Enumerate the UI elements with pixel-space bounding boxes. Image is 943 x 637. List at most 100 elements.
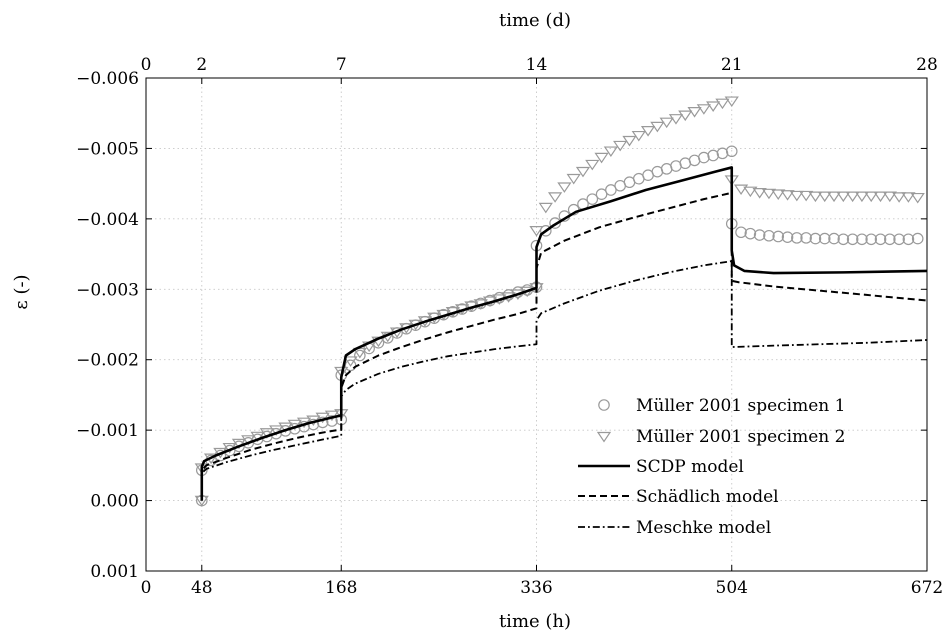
data-point-specimen-2 [668,114,684,125]
legend-label-scdp-model: SCDP model [636,457,744,477]
series-0 [195,145,924,507]
x-tick-label: 336 [520,578,552,598]
data-point-specimen-2 [231,438,247,450]
data-point-specimen-2 [269,425,284,436]
data-point-specimen-2 [278,422,293,434]
x-tick-label: 0 [141,578,152,598]
x-axis-title: time (h) [499,611,571,632]
series-line-dashed [200,191,928,501]
x-tick-label: 48 [191,578,213,598]
data-point-specimen-1 [707,149,719,162]
data-point-specimen-1 [698,151,710,164]
data-point-specimen-2 [343,356,358,367]
data-point-specimen-2 [547,192,563,203]
data-point-specimen-1 [902,233,915,246]
legend-entry-specimen-1: Müller 2001 specimen 1 [598,396,845,416]
data-point-specimen-1 [716,147,729,160]
legend-symbol-specimen-2 [596,431,612,443]
data-point-specimen-2 [585,159,600,171]
data-point-specimen-2 [259,428,274,439]
data-point-specimen-1 [911,232,924,245]
data-point-specimen-2 [566,173,581,185]
data-point-specimen-2 [799,190,814,202]
data-point-specimen-2 [808,191,823,203]
data-point-specimen-1 [791,232,803,244]
data-point-specimen-2 [603,146,619,158]
data-point-specimen-1 [586,193,599,205]
data-point-specimen-1 [809,232,822,245]
data-point-specimen-1 [326,415,338,427]
data-point-specimen-1 [763,229,775,242]
data-point-specimen-2 [696,104,711,115]
y-tick-label: −0.004 [76,210,139,230]
data-point-specimen-2 [241,435,256,446]
legend: Müller 2001 specimen 1 Müller 2001 speci… [578,396,845,538]
legend-symbol-specimen-1 [598,399,610,411]
data-point-specimen-1 [772,230,785,243]
data-point-specimen-2 [557,182,572,193]
data-point-specimen-1 [595,188,608,201]
data-point-specimen-2 [743,186,758,198]
data-point-specimen-2 [529,226,544,237]
x2-tick-label: 2 [196,55,207,75]
data-point-specimen-1 [344,359,357,372]
data-point-specimen-1 [865,233,878,246]
tick-labels: 0 2 7 14 21 28 −0.006 −0.005 −0.004 −0.003 −0.002 −… [76,55,943,598]
legend-entry-specimen-2: Müller 2001 specimen 2 [596,427,845,447]
data-point-specimen-1 [735,226,747,239]
legend-entry-meschke-model: Meschke model [578,518,771,538]
data-point-specimen-2 [575,166,591,178]
series-line-dash-dot [200,260,928,501]
y-tick-label: −0.005 [76,139,139,159]
data-point-specimen-1 [753,229,766,241]
x2-tick-label: 0 [141,55,152,75]
data-point-specimen-1 [539,225,552,237]
y-tick-label: −0.003 [76,280,139,300]
data-point-specimen-2 [752,188,767,199]
legend-label-specimen-2: Müller 2001 specimen 2 [636,427,845,447]
series-layer [194,96,928,507]
data-point-specimen-2 [594,152,609,164]
y-tick-label: −0.002 [76,351,139,371]
data-point-specimen-2 [287,419,302,431]
data-point-specimen-2 [622,135,637,147]
data-point-specimen-1 [837,233,850,246]
y-axis-title: ε (-) [11,274,32,309]
data-point-specimen-2 [901,192,916,203]
data-point-specimen-2 [631,130,646,142]
series-4 [200,260,928,501]
x2-tick-label: 21 [721,55,743,75]
data-point-specimen-2 [250,431,265,443]
data-point-specimen-2 [864,191,879,203]
x-tick-label: 672 [911,578,943,598]
y-tick-label: 0.000 [90,492,139,512]
tick-marks [145,77,928,572]
data-point-specimen-2 [724,96,739,108]
data-point-specimen-2 [882,191,897,203]
data-point-specimen-1 [846,233,859,246]
data-point-specimen-2 [789,190,804,202]
series-line-solid [200,166,928,501]
data-point-specimen-1 [316,416,329,429]
data-point-specimen-2 [845,191,860,203]
data-point-specimen-2 [826,191,842,203]
data-point-specimen-2 [613,140,628,152]
legend-label-meschke-model: Meschke model [636,518,771,538]
y-tick-label: 0.001 [90,562,139,582]
y-tick-label: −0.006 [76,69,139,89]
data-point-specimen-2 [891,192,907,203]
x2-tick-label: 7 [336,55,347,75]
data-point-specimen-2 [678,110,693,122]
grid-lines [146,78,927,571]
data-point-specimen-1 [828,232,840,245]
data-point-specimen-2 [910,192,925,204]
x2-tick-label: 14 [526,55,548,75]
series-3 [200,191,928,501]
data-point-specimen-2 [780,190,795,201]
data-point-specimen-1 [605,184,617,196]
legend-label-specimen-1: Müller 2001 specimen 1 [636,396,845,416]
legend-label-schadlich-model: Schädlich model [636,487,779,507]
data-point-specimen-2 [836,191,851,203]
data-point-specimen-1 [818,232,831,245]
